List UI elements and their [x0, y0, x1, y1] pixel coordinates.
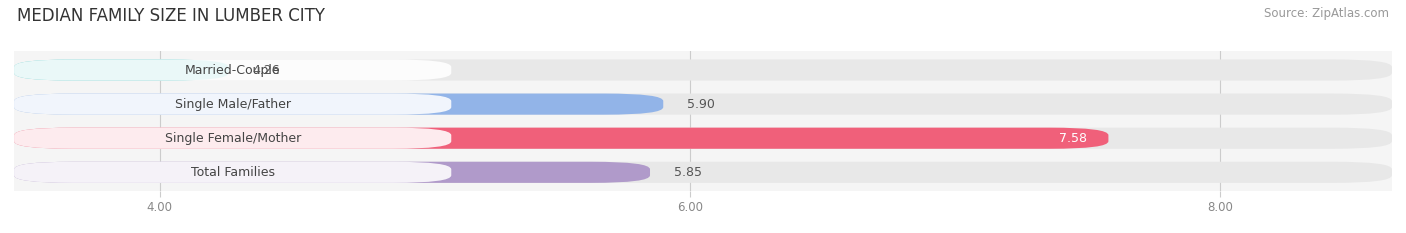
Text: Married-Couple: Married-Couple — [184, 64, 280, 76]
FancyBboxPatch shape — [14, 162, 1392, 183]
FancyBboxPatch shape — [14, 162, 650, 183]
Text: Single Female/Mother: Single Female/Mother — [165, 132, 301, 145]
Text: MEDIAN FAMILY SIZE IN LUMBER CITY: MEDIAN FAMILY SIZE IN LUMBER CITY — [17, 7, 325, 25]
Text: 4.26: 4.26 — [253, 64, 280, 76]
FancyBboxPatch shape — [14, 59, 1392, 81]
Text: 5.85: 5.85 — [673, 166, 702, 179]
Text: Source: ZipAtlas.com: Source: ZipAtlas.com — [1264, 7, 1389, 20]
FancyBboxPatch shape — [14, 128, 451, 149]
Text: Total Families: Total Families — [191, 166, 274, 179]
FancyBboxPatch shape — [14, 59, 451, 81]
FancyBboxPatch shape — [14, 93, 664, 115]
Text: 7.58: 7.58 — [1059, 132, 1087, 145]
FancyBboxPatch shape — [14, 162, 451, 183]
FancyBboxPatch shape — [14, 128, 1392, 149]
Text: 5.90: 5.90 — [688, 98, 716, 111]
FancyBboxPatch shape — [14, 128, 1108, 149]
Text: Single Male/Father: Single Male/Father — [174, 98, 291, 111]
FancyBboxPatch shape — [14, 93, 451, 115]
FancyBboxPatch shape — [14, 59, 229, 81]
FancyBboxPatch shape — [14, 93, 1392, 115]
